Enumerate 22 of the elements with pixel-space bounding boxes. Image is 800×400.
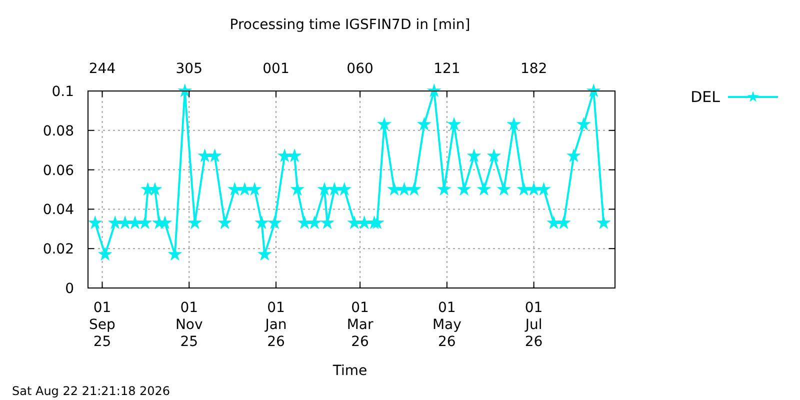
x-tick-label: 01 Jan 26	[264, 300, 287, 350]
x-tick-label: 01 Jul 26	[524, 300, 543, 350]
y-tick-label: 0.04	[42, 202, 74, 218]
y-tick-label: 0	[65, 281, 74, 297]
x-tick-label: 01 Mar 26	[346, 300, 374, 350]
x2-tick-label: 305	[176, 61, 202, 77]
text: Sat Aug 22 21:21:18 2026	[12, 384, 170, 398]
x2-tick-label: 121	[434, 61, 460, 77]
legend-label: DEL	[690, 88, 721, 106]
x-tick-label: 01 Sep 25	[89, 300, 116, 350]
x2-tick-label: 060	[346, 61, 374, 77]
x2-tick-label: 182	[520, 61, 548, 77]
chart-title: Processing time IGSFIN7D in [min]	[230, 17, 470, 33]
x-tick-label: 01 Nov 25	[175, 300, 203, 350]
x-axis-title: Time	[332, 363, 368, 379]
y-tick-label: 0.08	[42, 123, 74, 140]
x2-tick-label: 001	[262, 61, 290, 77]
x-tick-label: 01 May 26	[432, 300, 462, 350]
x2-tick-label: 244	[88, 61, 116, 77]
y-tick-label: 0.02	[42, 242, 74, 258]
y-tick-label: 0.1	[52, 84, 74, 100]
y-tick-label: 0.06	[42, 162, 74, 179]
